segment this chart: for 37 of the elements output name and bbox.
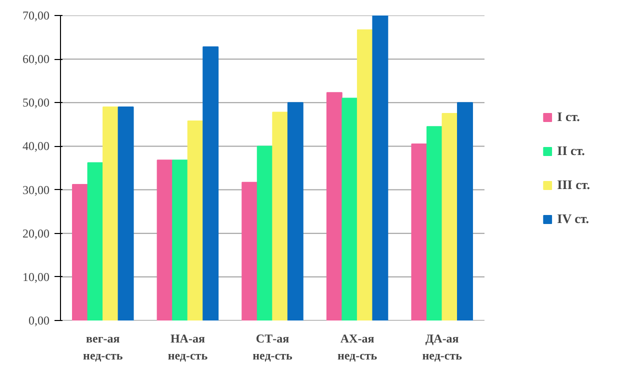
x-tick-label: СТ-ая нед-сть [252,332,294,362]
x-tick-label: ДА-ая нед-сть [422,332,463,362]
x-tick-label: АХ-ая нед-сть [337,332,378,362]
bar [287,102,304,320]
y-tick-label: 60,00 [22,52,50,66]
y-tick-label: 20,00 [22,226,50,240]
bar [272,112,288,320]
y-tick-label: 70,00 [22,8,50,22]
legend-label: III ст. [557,176,590,192]
bar [256,146,273,320]
bar [187,120,204,320]
bar [426,126,442,320]
legend-label: I ст. [557,108,580,124]
y-tick-label: 10,00 [22,270,50,284]
y-tick-label: 40,00 [22,139,50,154]
bar [457,102,473,320]
y-tick-label: 0,00 [28,314,50,328]
bar [202,46,219,320]
bar [342,98,358,320]
bar [72,184,88,320]
bar [156,160,173,320]
x-tick-label: вег-ая нед-сть [83,332,124,362]
bar [242,182,258,320]
x-tick-label: НА-ая нед-сть [168,332,208,362]
bar [372,16,388,320]
bar [356,29,373,320]
bar [118,106,134,320]
bar [442,113,458,320]
legend-label: IV ст. [557,210,590,226]
bar [87,162,104,320]
bar [102,106,119,320]
bar [326,92,342,320]
bar [411,144,428,320]
legend-label: II ст. [557,142,585,158]
y-tick-label: 30,00 [22,182,50,197]
y-tick-label: 50,00 [22,96,50,110]
bar [172,160,188,320]
